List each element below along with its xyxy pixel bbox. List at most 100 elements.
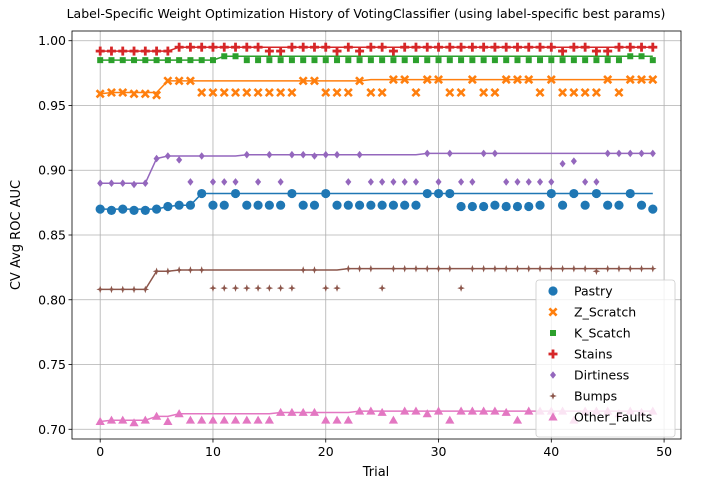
stains-point [445,42,455,52]
other-faults-point [309,407,320,416]
x-tick-label: 50 [656,444,672,459]
k-scatch-point [356,57,363,64]
z-scratch-point [332,88,342,98]
y-tick-label: 0.75 [38,357,66,372]
bumps-point [152,267,161,276]
legend-label-k-scatch: K_Scatch [574,326,631,341]
k-scatch-point [627,53,634,60]
dirtiness-point [322,150,329,159]
z-scratch-point [95,89,105,99]
dirtiness-best-line [100,152,653,184]
stains-point [366,42,376,52]
legend-marker-stains [548,349,558,359]
stains-point [490,42,500,52]
k-scatch-point [548,57,555,64]
dirtiness-point [243,150,250,159]
dirtiness-point [582,178,589,186]
z-scratch-point [422,75,432,85]
pastry-point [185,200,196,210]
stains-point [276,46,286,56]
stains-point [411,42,421,52]
other-faults-point [411,406,421,415]
k-scatch-point [300,57,307,64]
bumps-point [412,264,420,273]
z-scratch-point [197,88,207,98]
z-scratch-point [456,88,466,98]
other-faults-point [253,415,263,424]
bumps-point [175,266,183,274]
pastry-point [569,188,579,199]
pastry-point [546,188,556,199]
z-scratch-point [569,88,579,98]
k-scatch-point [615,57,622,64]
stains-point [388,46,398,56]
z-scratch-point [535,88,545,98]
legend-marker-bumps [549,392,557,400]
other-faults-point [366,406,376,415]
pastry-point [95,204,105,214]
stains-point [106,46,116,56]
legend-marker-dirtiness [549,371,557,379]
pastry-point [535,200,545,210]
k-scatch-point [142,57,149,64]
dirtiness-point [604,149,611,158]
k-scatch-best-line [100,55,653,61]
z-scratch-point [208,88,218,98]
other-faults-point [242,415,252,424]
y-tick-label: 0.85 [38,228,66,243]
other-faults-point [512,415,523,424]
k-scatch-point [334,57,341,64]
y-tick-label: 0.80 [38,292,66,307]
dirtiness-point [491,149,498,158]
k-scatch-point [559,57,566,64]
y-axis-label: CV Avg ROC AUC [9,180,24,290]
dirtiness-point [570,157,577,165]
stains-point [512,42,522,52]
x-tick-label: 10 [205,444,221,459]
pastry-point [242,200,252,210]
other-faults-point [445,415,455,424]
z-scratch-point [118,88,128,98]
dirtiness-point [198,152,205,160]
bumps-point [310,266,319,274]
pastry-point [197,188,207,199]
k-scatch-point [401,57,408,64]
k-scatch-point [266,57,273,64]
bumps-point [197,266,206,274]
legend: Pastry Z_Scratch K_Scatch Stains Dirtiness Bu… [535,279,676,438]
k-scatch-point [570,57,577,64]
pastry-point [422,188,432,199]
z-scratch-point [163,76,173,86]
pastry-point [264,200,274,210]
k-scatch-point [424,57,431,64]
k-scatch-point [255,57,262,64]
z-scratch-point [264,88,274,98]
pastry-point [366,200,376,210]
bumps-point [355,264,364,273]
other-faults-point [298,407,308,416]
x-tick-label: 0 [96,444,104,459]
k-scatch-point [649,57,656,64]
k-scatch-point [288,57,295,64]
z-scratch-point [242,88,252,98]
pastry-point [456,201,466,212]
z-scratch-point [625,75,635,85]
z-scratch-point [140,89,150,99]
bumps-point [231,284,240,292]
k-scatch-point [108,57,115,64]
other-faults-point [219,415,229,424]
z-scratch-point [603,75,613,85]
z-scratch-point [411,88,421,98]
grid [72,31,681,439]
z-scratch-point [219,88,229,98]
stains-point [355,46,365,56]
z-scratch-point [343,88,353,98]
stains-point [140,46,150,56]
k-scatch-point [525,57,532,64]
dirtiness-point [97,179,104,187]
k-scatch-point [131,57,138,64]
legend-label-stains: Stains [574,347,612,362]
bumps-point [400,264,409,273]
bumps-point [603,264,612,273]
k-scatch-point [176,57,183,64]
